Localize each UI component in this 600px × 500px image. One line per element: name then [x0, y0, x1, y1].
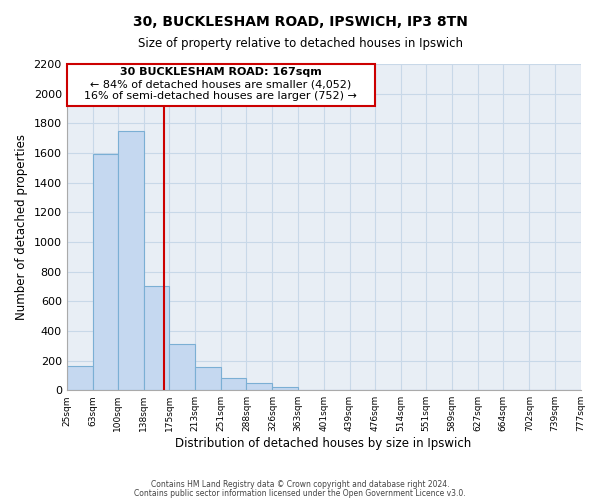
Bar [169, 344, 195, 390]
Bar [144, 286, 169, 390]
X-axis label: Distribution of detached houses by size in Ipswich: Distribution of detached houses by size … [175, 437, 472, 450]
Y-axis label: Number of detached properties: Number of detached properties [15, 134, 28, 320]
Bar [118, 130, 144, 390]
Text: Size of property relative to detached houses in Ipswich: Size of property relative to detached ho… [137, 38, 463, 51]
Text: 16% of semi-detached houses are larger (752) →: 16% of semi-detached houses are larger (… [85, 91, 357, 101]
Bar [195, 367, 221, 390]
Bar [221, 378, 247, 390]
Bar [67, 64, 375, 106]
Bar [272, 387, 298, 390]
Text: 30 BUCKLESHAM ROAD: 167sqm: 30 BUCKLESHAM ROAD: 167sqm [120, 68, 322, 78]
Bar [67, 366, 92, 390]
Bar [247, 383, 272, 390]
Text: Contains public sector information licensed under the Open Government Licence v3: Contains public sector information licen… [134, 488, 466, 498]
Bar [92, 154, 118, 390]
Text: Contains HM Land Registry data © Crown copyright and database right 2024.: Contains HM Land Registry data © Crown c… [151, 480, 449, 489]
Text: 30, BUCKLESHAM ROAD, IPSWICH, IP3 8TN: 30, BUCKLESHAM ROAD, IPSWICH, IP3 8TN [133, 15, 467, 29]
Text: ← 84% of detached houses are smaller (4,052): ← 84% of detached houses are smaller (4,… [90, 79, 352, 89]
